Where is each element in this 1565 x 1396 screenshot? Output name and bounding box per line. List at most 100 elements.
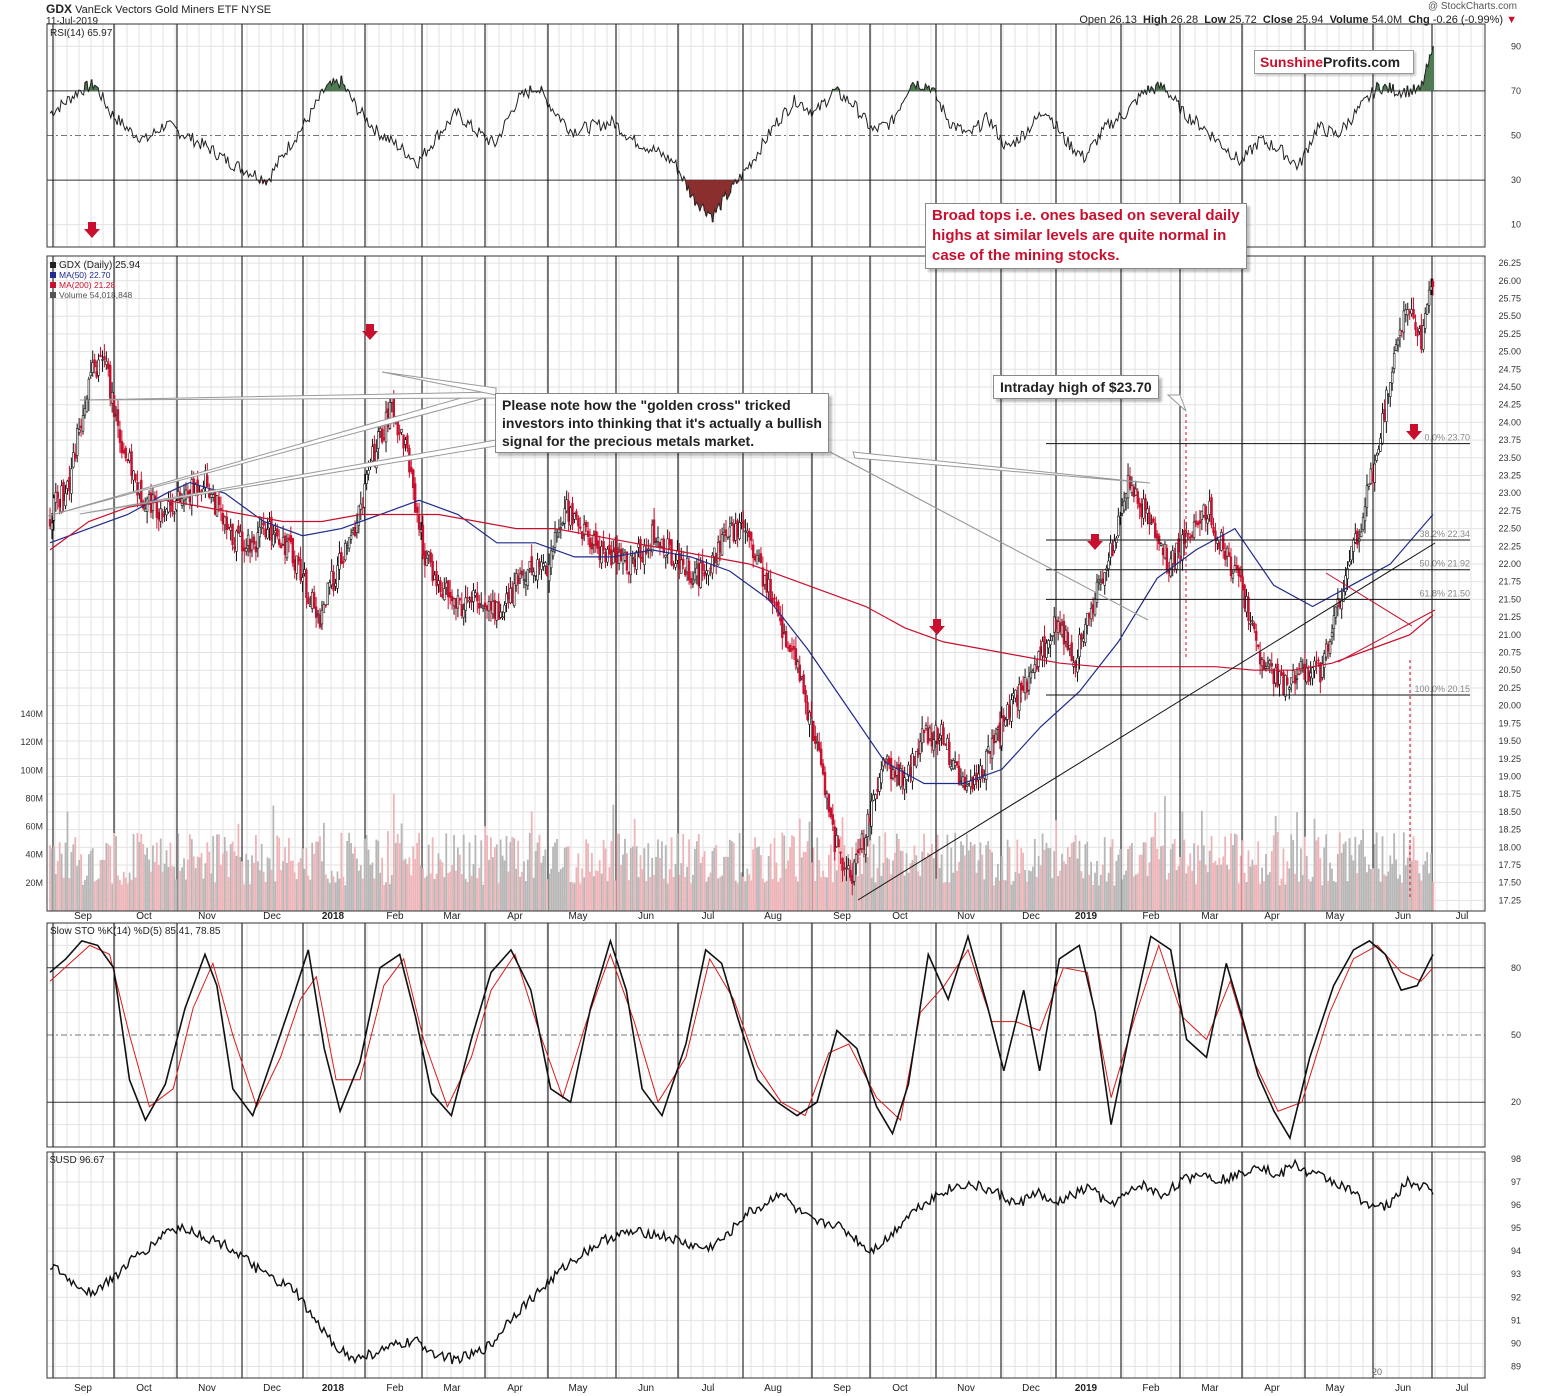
candle-body <box>1089 607 1093 620</box>
candle-body <box>1260 659 1264 667</box>
candle-body <box>800 676 803 679</box>
candle-body <box>1284 675 1287 697</box>
volume-bar <box>270 869 273 911</box>
candle-body <box>942 727 945 745</box>
candle-body <box>1148 512 1151 525</box>
candle-body <box>528 561 531 569</box>
month-label: May <box>569 911 588 922</box>
candle-body <box>1027 676 1031 691</box>
candle-body <box>1004 719 1007 727</box>
candle-body <box>1227 552 1231 557</box>
candle-body <box>969 780 972 788</box>
volume-bar <box>284 846 286 911</box>
candle-body <box>382 437 386 440</box>
volume-bar <box>97 878 100 911</box>
candle-body <box>548 564 551 582</box>
candle-body <box>1381 413 1384 444</box>
candle-body <box>1109 542 1112 558</box>
candle-body <box>213 491 217 515</box>
volume-bar <box>1076 858 1079 911</box>
volume-bar <box>690 883 692 911</box>
volume-bar <box>907 872 910 911</box>
volume-bar <box>1131 843 1133 911</box>
volume-bar <box>1270 851 1273 911</box>
volume-bar <box>946 834 949 911</box>
volume-bar <box>1210 835 1213 911</box>
volume-bar <box>515 868 518 911</box>
price-tick-label: 23.00 <box>1498 488 1521 498</box>
fib-level-label: 100.0% 20.15 <box>1414 684 1470 694</box>
volume-bar <box>816 837 819 911</box>
candle-body <box>83 408 87 416</box>
volume-bar <box>460 874 463 911</box>
candle-body <box>1204 506 1207 521</box>
volume-bar <box>472 864 475 911</box>
volume-bar <box>1352 860 1355 911</box>
volume-bar <box>911 860 914 911</box>
candle-body <box>728 526 732 537</box>
month-label: Jun <box>638 1383 654 1394</box>
volume-bar <box>831 882 834 911</box>
volume-bar <box>1086 841 1089 911</box>
candle-body <box>464 597 467 611</box>
candle-body <box>1286 677 1289 685</box>
price-tick-label: 19.75 <box>1498 718 1521 728</box>
volume-bar <box>899 850 902 911</box>
volume-bar <box>1280 878 1283 911</box>
month-label: Feb <box>386 1383 404 1394</box>
volume-bar <box>398 843 401 911</box>
volume-bar <box>1375 832 1378 911</box>
candle-body <box>662 538 666 553</box>
usd-tick-label: 97 <box>1511 1177 1521 1187</box>
volume-bar <box>565 846 568 911</box>
candle-body <box>1111 545 1114 557</box>
candle-body <box>664 554 667 558</box>
candle-body <box>1359 531 1363 538</box>
volume-bar <box>1305 855 1308 911</box>
month-label: Mar <box>1201 911 1219 922</box>
volume-bar <box>971 845 974 911</box>
candle-body <box>334 583 337 587</box>
volume-bar <box>1199 860 1201 911</box>
volume-bar <box>89 850 92 911</box>
candle-body <box>767 578 770 593</box>
volume-bar <box>940 854 943 911</box>
volume-bar <box>400 823 403 911</box>
candle-body <box>147 494 151 502</box>
month-label: Sep <box>833 911 851 922</box>
volume-bar <box>256 861 259 911</box>
volume-bar <box>278 837 281 911</box>
volume-bar <box>1416 860 1419 911</box>
candle-body <box>175 500 178 510</box>
candle-body <box>373 443 376 464</box>
candle-body <box>445 582 448 588</box>
volume-bar <box>769 843 772 911</box>
candle-body <box>563 508 566 524</box>
candle-body <box>1412 309 1415 319</box>
rsi-tick-label: 30 <box>1511 175 1521 185</box>
volume-bar <box>1430 853 1432 911</box>
candle-body <box>841 857 844 871</box>
volume-bar <box>686 866 689 911</box>
candle-body <box>932 739 935 751</box>
price-tick-label: 21.50 <box>1498 594 1521 604</box>
candle-body <box>985 750 988 780</box>
fib-level-label: 61.8% 21.50 <box>1419 588 1470 598</box>
candle-body <box>342 561 345 564</box>
candle-body <box>691 583 695 585</box>
volume-bar <box>1107 872 1110 911</box>
candle-body <box>720 534 724 556</box>
candle-body <box>361 506 364 509</box>
candle-body <box>812 720 815 742</box>
candle-body <box>946 737 949 751</box>
volume-bar <box>1395 859 1397 911</box>
month-label: Feb <box>1142 911 1160 922</box>
candle-body <box>140 479 143 506</box>
volume-bar <box>1344 841 1347 911</box>
candle-body <box>643 545 646 565</box>
volume-bar <box>1364 856 1366 911</box>
candle-body <box>1255 630 1258 641</box>
candle-body <box>697 563 700 587</box>
volume-bar <box>713 847 716 911</box>
candle-body <box>903 777 906 790</box>
